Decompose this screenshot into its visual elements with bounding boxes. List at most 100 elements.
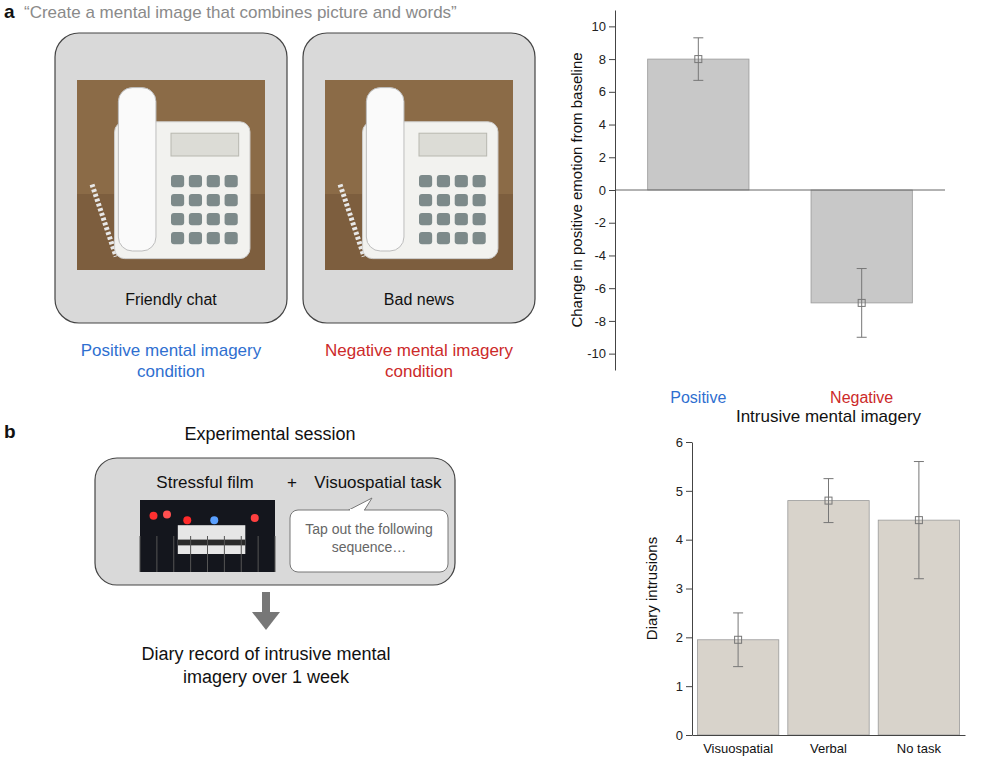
tick-label: 0 (599, 183, 606, 198)
phone-picture (77, 80, 265, 270)
tick-mark (686, 735, 692, 736)
phone-key (419, 213, 432, 225)
phone-key (225, 232, 238, 244)
tick-label: 10 (592, 19, 606, 34)
y-tick: -10 (587, 346, 615, 361)
photo-fence (258, 536, 259, 572)
label-line: condition (137, 362, 205, 381)
condition-name: Negative mental imagerycondition (325, 341, 514, 381)
phone-key (455, 175, 468, 187)
tick-mark (609, 92, 615, 93)
category-label: Verbal (810, 741, 847, 756)
photo-vehicle-band (178, 540, 246, 546)
tick-mark (609, 255, 615, 256)
zero-line (615, 190, 945, 191)
axis-title: Diary intrusions (643, 537, 660, 640)
tick-label: -6 (594, 281, 606, 296)
phone-key (207, 175, 220, 187)
photo-background (77, 80, 265, 270)
error-cap (824, 522, 834, 523)
photo-fence (207, 536, 208, 572)
phone-handset (118, 88, 156, 251)
error-bar (857, 269, 867, 338)
phone-key (225, 194, 238, 206)
phone-key (473, 194, 486, 206)
phone-key (419, 194, 432, 206)
phone-key (225, 213, 238, 225)
outcome-text: Diary record of intrusive mentalimagery … (141, 644, 390, 687)
photo-light (183, 516, 191, 524)
tick-label: 3 (676, 581, 683, 596)
phone-key (189, 175, 202, 187)
error-cap (733, 612, 743, 613)
error-cap (914, 461, 924, 462)
y-tick: 5 (676, 483, 692, 498)
phone-key (207, 232, 220, 244)
error-cap (824, 478, 834, 479)
bar (788, 501, 869, 735)
error-cap (733, 666, 743, 667)
condition-name: Positive mental imagerycondition (81, 341, 262, 381)
phone-key (171, 194, 184, 206)
tick-label: -4 (594, 248, 606, 263)
plus-sign: + (287, 473, 297, 492)
error-line (738, 613, 739, 667)
plot-area (697, 462, 959, 735)
tick-label: 2 (599, 150, 606, 165)
phone-key (437, 213, 450, 225)
y-tick: 0 (676, 728, 692, 743)
error-bar (693, 38, 703, 81)
y-tick: 10 (592, 19, 615, 34)
category-label: Positive (670, 389, 726, 406)
condition-box (55, 33, 287, 323)
phone-handset (366, 88, 404, 251)
mean-marker (695, 56, 702, 63)
mean-marker (825, 497, 832, 504)
chart-title: Intrusive mental imagery (736, 407, 922, 426)
session-title: Experimental session (184, 424, 355, 444)
phone-picture (325, 80, 513, 270)
error-line (861, 269, 862, 338)
photo-background (140, 500, 275, 572)
tick-label: -8 (594, 314, 606, 329)
photo-fence (224, 536, 225, 572)
tick-label: -2 (594, 215, 606, 230)
axis-line (692, 443, 693, 736)
x-axis: VisuospatialVerbalNo task (693, 735, 966, 756)
tick-label: 4 (599, 117, 606, 132)
chart-1: Intrusive mental imagery0123456Visuospat… (643, 407, 966, 756)
tick-label: 4 (676, 532, 683, 547)
phone-key (171, 175, 184, 187)
x-tick: Visuospatial (703, 735, 773, 756)
error-cap (693, 80, 703, 81)
label-line: Tap out the following (305, 521, 433, 537)
session-box (95, 458, 455, 585)
panel-letter: a (4, 1, 15, 22)
chart-0: -10-8-6-4-20246810PositiveNegativeChange… (568, 11, 945, 407)
y-tick: -8 (594, 314, 615, 329)
y-axis: -10 -8 -6 -4 -2 0 2 4 6 8 10 (587, 11, 615, 371)
mean-marker (915, 517, 922, 524)
error-cap (857, 337, 867, 338)
phone-key (207, 213, 220, 225)
tick-mark (609, 157, 615, 158)
tick-label: 6 (599, 84, 606, 99)
tick-label: 6 (676, 435, 683, 450)
tick-label: 8 (599, 52, 606, 67)
photo-light (150, 512, 158, 520)
error-cap (857, 268, 867, 269)
arrow-shaft (262, 592, 270, 614)
tick-mark (609, 354, 615, 355)
tick-mark (686, 637, 692, 638)
phone-cord (340, 185, 364, 257)
arrow-head (252, 612, 280, 630)
tick-mark (609, 59, 615, 60)
label-line: Negative mental imagery (325, 341, 514, 360)
phone-key (171, 213, 184, 225)
condition-box (303, 33, 535, 323)
tick-label: -10 (587, 346, 606, 361)
mean-marker (858, 299, 865, 306)
y-axis: 0123456 (676, 435, 693, 743)
label-line: sequence… (332, 539, 407, 555)
axis-line (693, 735, 966, 736)
